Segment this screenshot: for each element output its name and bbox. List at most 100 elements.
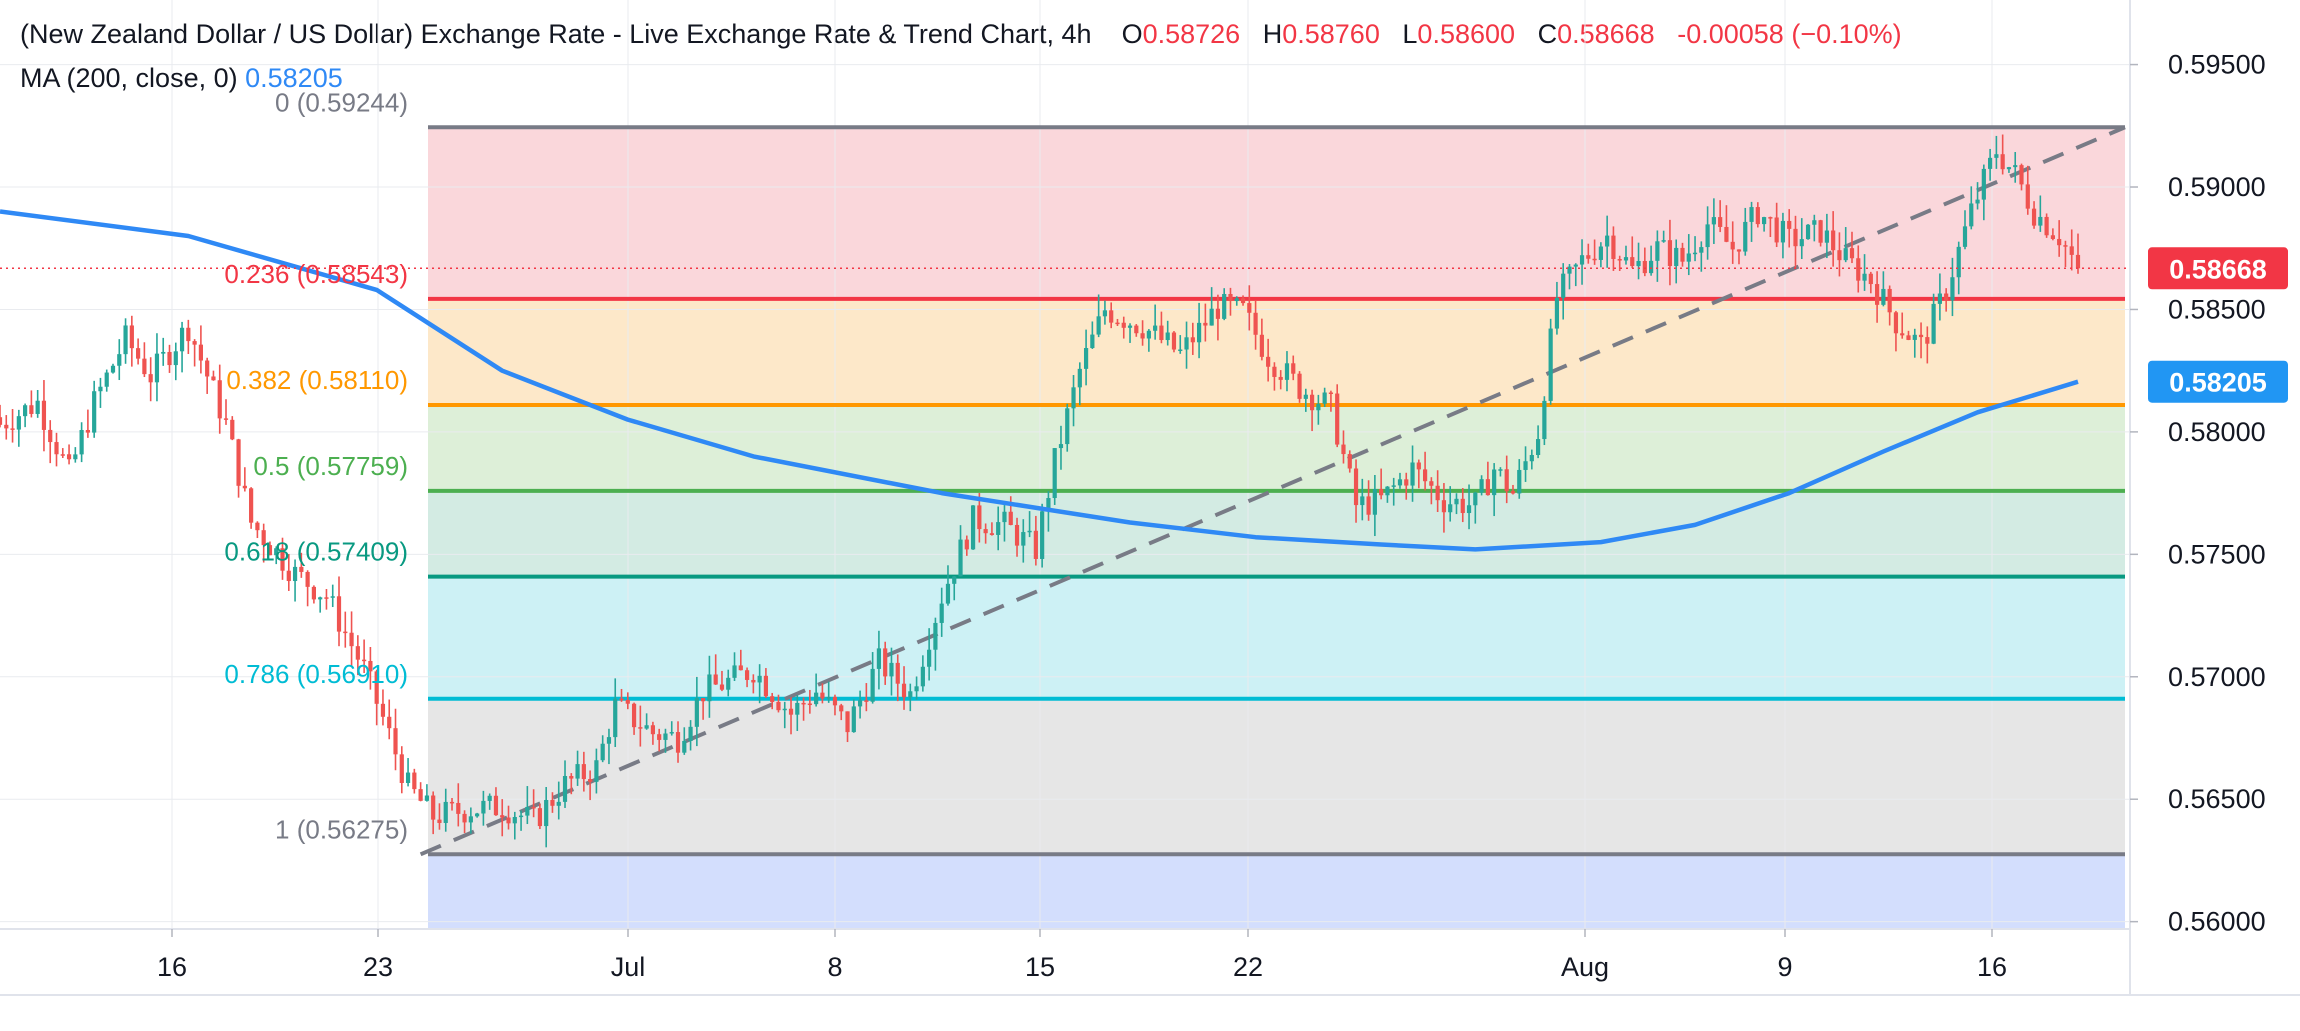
candle-body [1379, 489, 1384, 496]
candle-body [1586, 255, 1591, 259]
candle-body [1636, 260, 1641, 267]
candle-body [901, 683, 907, 698]
candle-body [876, 648, 882, 669]
candle-body [556, 801, 561, 806]
candle-body [1090, 334, 1095, 349]
candle-body [1554, 297, 1560, 329]
time-axis[interactable]: 16 23 Jul 8 15 22 Aug 9 16 [0, 928, 2300, 996]
candles [0, 134, 2081, 848]
price-tick-label: 0.58000 [2168, 417, 2266, 447]
candle-body [851, 706, 856, 733]
price-axis[interactable]: 0.59500 0.59000 0.58500 0.58000 0.57500 0.570… [2129, 0, 2266, 995]
fib-zone-0.236 [428, 127, 2125, 299]
candle-body [1134, 325, 1139, 334]
candle-body [217, 380, 222, 419]
time-tick-label: Jul [611, 952, 646, 982]
candle-body [1209, 308, 1214, 326]
candle-body [1196, 322, 1202, 343]
candle-body [682, 740, 687, 753]
candle-body [920, 666, 925, 687]
candle-body [738, 665, 743, 671]
candle-body [1799, 239, 1804, 247]
header-change: -0.00058 (−0.10%) [1677, 19, 1902, 49]
candle-body [839, 705, 844, 712]
candle-body [1322, 392, 1327, 404]
candle-body [1981, 168, 1986, 200]
candle-body [795, 702, 800, 715]
candle-body [826, 696, 831, 699]
candle-body [1642, 260, 1647, 274]
candle-body [1749, 207, 1754, 222]
candle-body [945, 583, 951, 604]
candle-body [280, 548, 285, 571]
candle-body [1925, 337, 1930, 344]
trendline[interactable] [419, 125, 2126, 857]
candle-body [1485, 479, 1490, 496]
candle-body [675, 732, 681, 753]
candle-body [1755, 207, 1760, 225]
candle-body [1046, 498, 1051, 512]
time-tick-label: 16 [157, 952, 187, 982]
header-high-label: H [1262, 19, 1283, 49]
candle-body [4, 424, 9, 429]
header-close-value: 0.58668 [1557, 19, 1655, 49]
candle-body [1303, 394, 1308, 399]
candle-body [1077, 368, 1082, 388]
time-tick-label: Aug [1561, 952, 1609, 982]
candle-body [669, 732, 674, 734]
candle-body [1146, 330, 1151, 339]
candle-body [1768, 217, 1773, 219]
fib-zone-0.382 [428, 298, 2125, 405]
candle-body [1228, 294, 1233, 302]
candle-body [1284, 363, 1290, 380]
candle-body [1931, 303, 1936, 344]
candle-body [66, 454, 72, 460]
candle-body [1159, 325, 1164, 341]
fib-label-0.618: 0.618 (0.57409) [224, 537, 408, 567]
fib-zone-0.786 [428, 576, 2125, 699]
candle-body [73, 454, 78, 460]
ma-price-tag: 0.58205 [2169, 368, 2267, 398]
candle-body [79, 429, 84, 455]
header-low-value: 0.58600 [1417, 19, 1516, 49]
candle-body [437, 819, 442, 823]
candle-body [1203, 322, 1208, 326]
candle-body [1561, 273, 1566, 298]
candle-body [1297, 373, 1302, 399]
candle-body [807, 703, 812, 706]
candle-body [1523, 461, 1528, 470]
candle-body [1667, 240, 1673, 267]
candle-body [161, 351, 166, 354]
fib-label-0.786: 0.786 (0.56910) [224, 659, 408, 689]
candle-body [1937, 293, 1942, 304]
candle-body [701, 698, 706, 702]
candle-body [249, 488, 254, 523]
candle-body [952, 576, 957, 584]
candle-body [1962, 226, 1968, 247]
candle-body [487, 795, 492, 801]
candle-body [1441, 500, 1447, 513]
candle-body [1171, 332, 1177, 350]
fib-zone-1 [428, 698, 2125, 855]
candle-body [1460, 498, 1465, 514]
candle-body [179, 327, 185, 352]
fib-label-0.236: 0.236 (0.58543) [224, 259, 408, 289]
candle-body [481, 800, 486, 814]
indicator-legend[interactable]: MA (200, close, 0) 0.58205 [20, 63, 343, 94]
candle-body [236, 439, 241, 486]
candle-body [1391, 485, 1396, 487]
candle-body [581, 764, 586, 780]
candle-body [1234, 298, 1239, 302]
ma200-line [0, 209, 2079, 552]
candle-body [763, 675, 769, 697]
candle-body [405, 772, 411, 784]
candle-body [757, 675, 762, 683]
candle-body [1573, 264, 1578, 267]
candle-body [2031, 208, 2037, 226]
candle-body [1743, 221, 1748, 252]
candle-body [550, 799, 555, 806]
header-open-label: O [1121, 19, 1143, 49]
candle-body [977, 505, 982, 530]
candle-body [2000, 154, 2005, 170]
